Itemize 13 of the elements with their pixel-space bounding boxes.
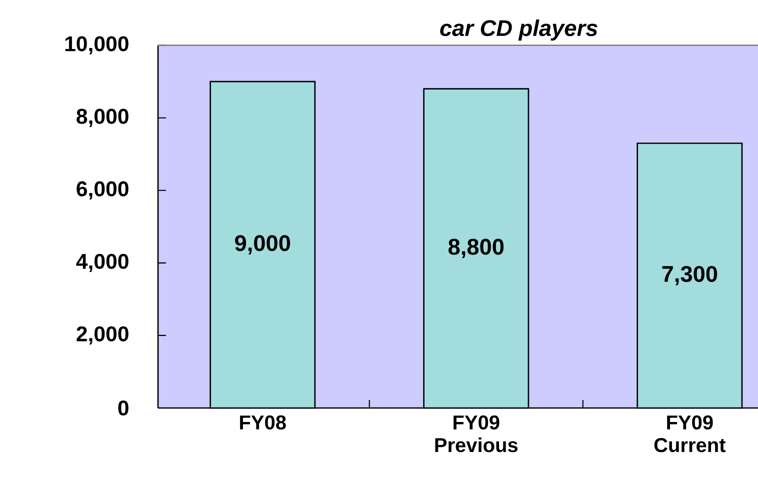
data-label: 7,300	[662, 266, 718, 286]
data-label: 8,800	[448, 238, 504, 258]
y-tick-label: 2,000	[76, 326, 128, 345]
y-tick-label: 8,000	[76, 108, 128, 127]
y-tick-label: 4,000	[76, 254, 128, 272]
y-tick-label: 0	[118, 400, 128, 416]
data-label: 9,000	[235, 235, 290, 254]
x-tick-label: FY08	[240, 415, 286, 430]
y-tick-label: 6,000	[76, 181, 128, 200]
x-tick-label: FY09 Previous	[435, 415, 518, 452]
x-tick-label: FY09 Current	[654, 415, 726, 452]
y-tick-label: 10,000	[65, 36, 128, 54]
chart-title: car CD players	[440, 20, 598, 41]
